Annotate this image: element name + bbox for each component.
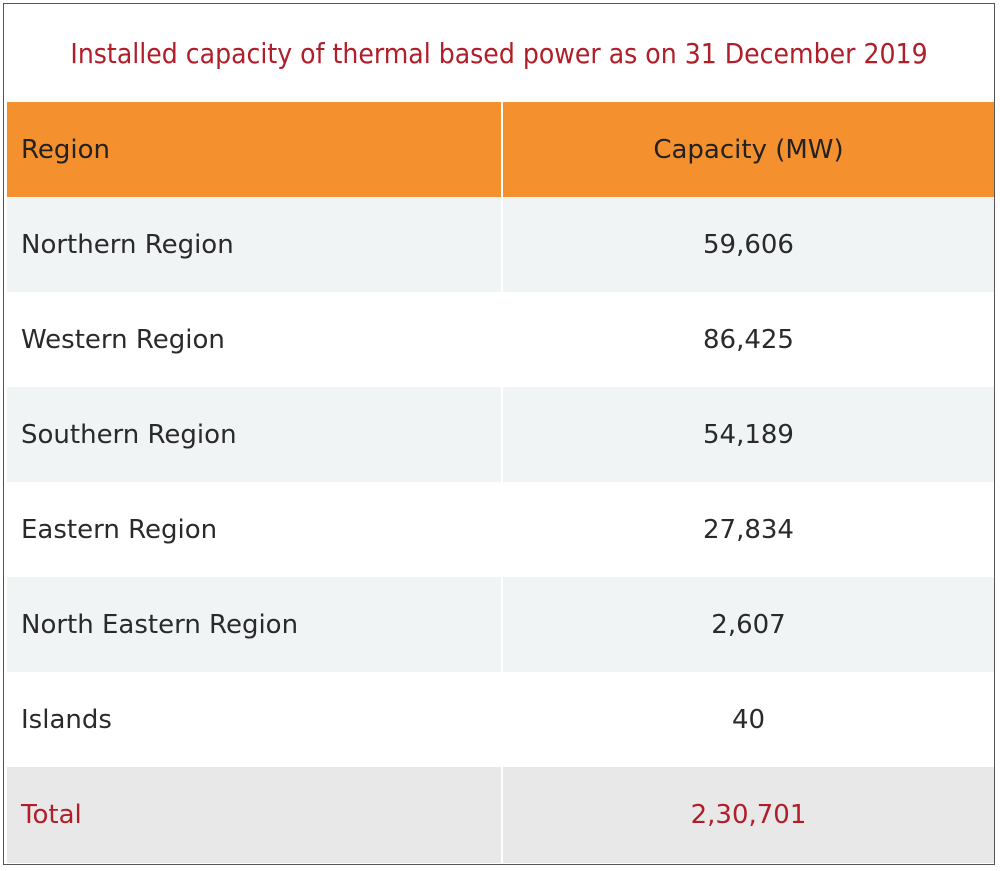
table-row: Southern Region 54,189 — [7, 387, 994, 482]
table-row: Northern Region 59,606 — [7, 197, 994, 292]
region-cell: Eastern Region — [7, 482, 502, 577]
capacity-cell: 27,834 — [501, 482, 994, 577]
region-cell: Western Region — [7, 292, 502, 387]
table-row: Islands 40 — [7, 672, 994, 767]
header-capacity: Capacity (MW) — [501, 102, 994, 197]
capacity-cell: 40 — [501, 672, 994, 767]
capacity-cell: 54,189 — [501, 387, 994, 482]
total-capacity: 2,30,701 — [501, 767, 994, 863]
total-label: Total — [7, 767, 502, 863]
table-row: North Eastern Region 2,607 — [7, 577, 994, 672]
region-cell: North Eastern Region — [7, 577, 502, 672]
table-row: Western Region 86,425 — [7, 292, 994, 387]
region-cell: Islands — [7, 672, 502, 767]
table-title: Installed capacity of thermal based powe… — [70, 36, 928, 70]
capacity-cell: 2,607 — [501, 577, 994, 672]
capacity-table: Region Capacity (MW) Northern Region 59,… — [7, 102, 994, 863]
table-row: Eastern Region 27,834 — [7, 482, 994, 577]
capacity-cell: 86,425 — [501, 292, 994, 387]
region-cell: Southern Region — [7, 387, 502, 482]
region-cell: Northern Region — [7, 197, 502, 292]
table-total-row: Total 2,30,701 — [7, 767, 994, 863]
capacity-cell: 59,606 — [501, 197, 994, 292]
header-region: Region — [7, 102, 502, 197]
table-header-row: Region Capacity (MW) — [7, 102, 994, 197]
table-frame: Installed capacity of thermal based powe… — [3, 3, 995, 865]
